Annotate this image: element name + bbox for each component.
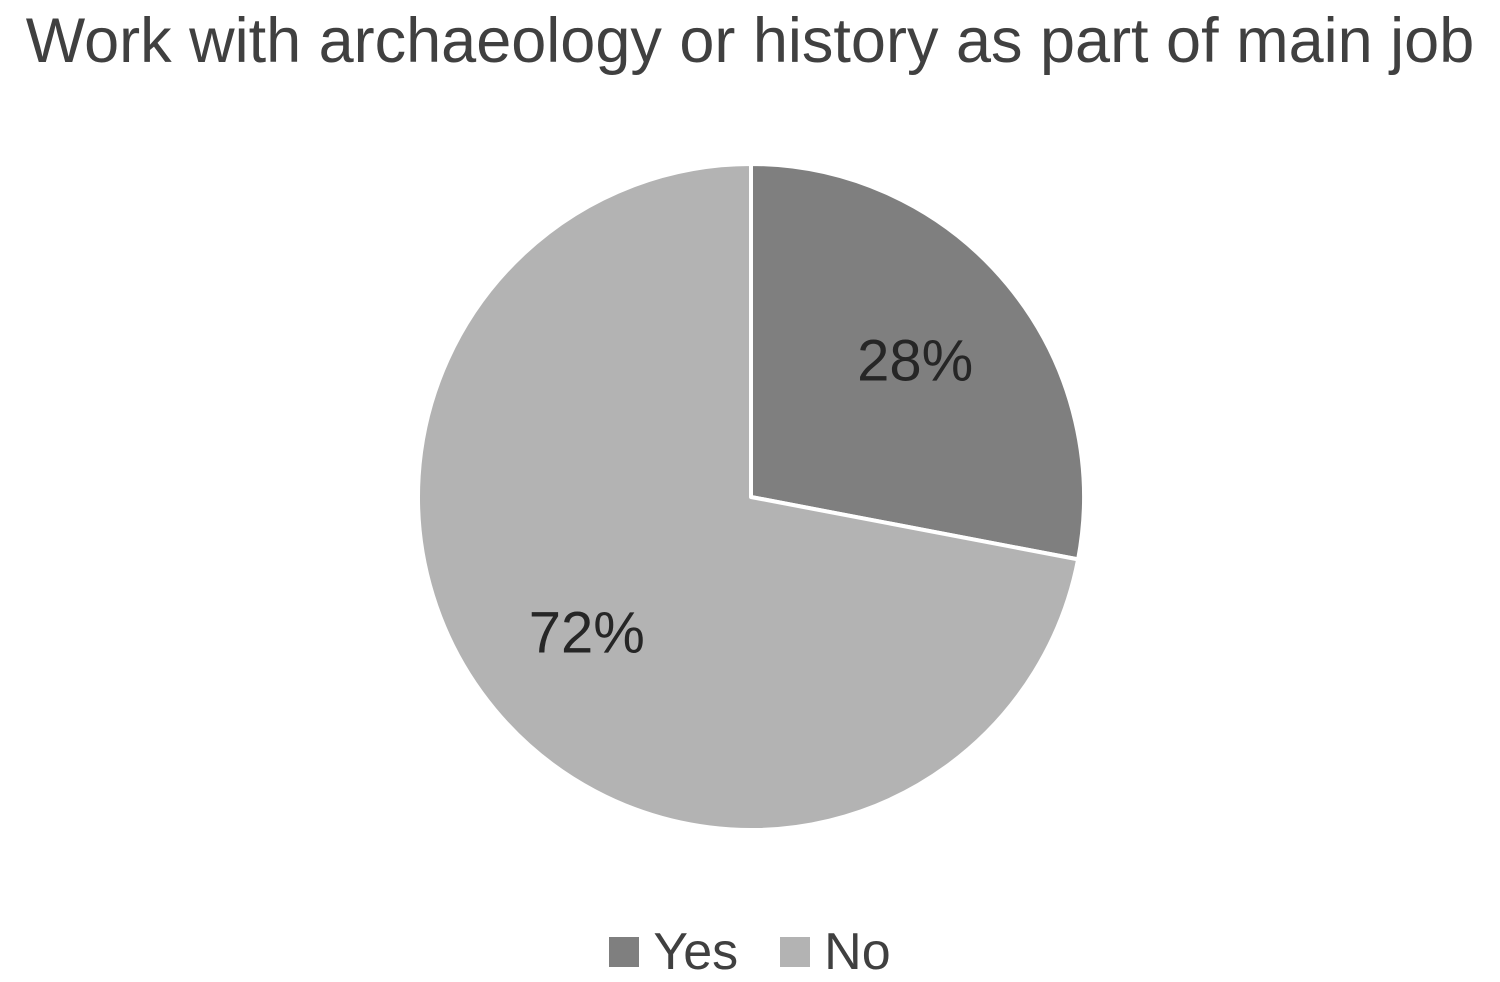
pie-slices [416,162,1086,832]
legend-item-no: No [780,922,891,982]
legend-swatch-no [780,937,811,967]
legend-label-no: No [824,923,891,981]
legend-swatch-yes [609,937,640,967]
legend: Yes No [0,922,1500,982]
data-label-yes: 28% [857,329,973,394]
pie-data-labels: 28% 72% [529,329,974,666]
pie-slice-no [416,162,1081,832]
data-label-no: 72% [529,600,645,665]
legend-item-yes: Yes [609,922,738,982]
chart-title: Work with archaeology or history as part… [25,6,1475,76]
legend-label-yes: Yes [653,923,739,981]
pie-slice-yes [749,162,1086,562]
